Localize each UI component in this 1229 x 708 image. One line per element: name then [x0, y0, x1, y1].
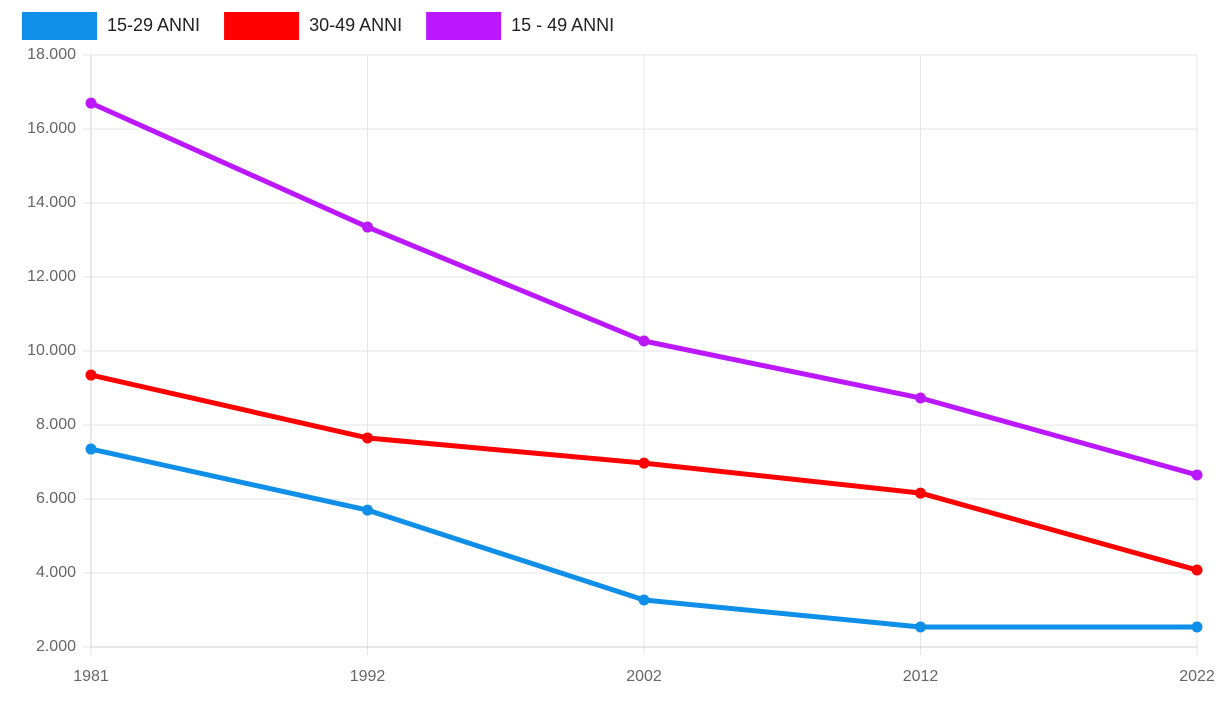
data-point: [915, 487, 926, 499]
y-tick-label: 6.000: [36, 490, 76, 507]
y-tick-label: 12.000: [27, 268, 76, 285]
y-tick-label: 8.000: [36, 416, 76, 433]
data-point: [85, 369, 97, 381]
data-point: [362, 504, 373, 516]
data-point: [1191, 469, 1203, 481]
x-tick-label: 1981: [73, 668, 109, 685]
legend-swatch: [224, 12, 300, 40]
data-point: [638, 594, 650, 606]
legend-text: 15 - 49 ANNI: [511, 15, 614, 35]
data-point: [915, 621, 926, 633]
data-point: [362, 221, 373, 233]
data-point: [915, 392, 926, 404]
y-tick-label: 2.000: [36, 638, 76, 655]
y-tick-label: 14.000: [27, 194, 76, 211]
y-tick-label: 10.000: [27, 342, 76, 359]
y-tick-label: 16.000: [27, 120, 76, 137]
legend-swatch: [22, 12, 97, 40]
y-tick-label: 4.000: [36, 564, 76, 581]
data-point: [1191, 564, 1203, 576]
data-point: [85, 97, 97, 109]
data-point: [638, 335, 650, 347]
x-tick-label: 2012: [903, 668, 939, 685]
data-point: [1191, 621, 1203, 633]
x-tick-label: 2022: [1179, 668, 1215, 685]
legend-swatch: [426, 12, 502, 40]
y-tick-label: 18.000: [27, 46, 76, 63]
data-point: [638, 457, 650, 469]
data-point: [85, 443, 97, 455]
data-point: [362, 432, 373, 444]
x-tick-label: 1992: [350, 668, 386, 685]
x-tick-label: 2002: [626, 668, 662, 685]
legend-text: 30-49 ANNI: [309, 15, 402, 35]
legend-text: 15-29 ANNI: [107, 15, 200, 35]
